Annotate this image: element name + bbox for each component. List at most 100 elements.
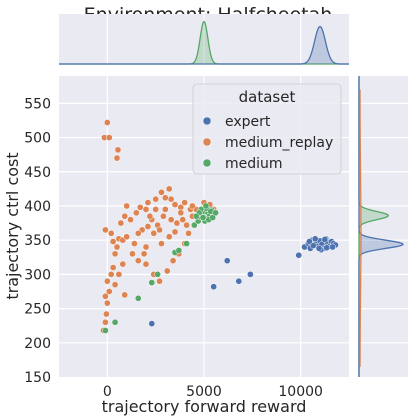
data-point-medium	[154, 271, 161, 278]
y-tick-label: 350	[24, 233, 51, 249]
data-point-medium	[209, 214, 217, 221]
top-kde-fill-medium	[59, 21, 349, 64]
data-point-medium-replay	[183, 221, 190, 229]
data-point-medium-replay	[129, 250, 136, 258]
legend-marker-expert	[202, 116, 212, 126]
data-point-medium-replay	[156, 226, 163, 234]
data-point-medium-replay	[103, 277, 111, 285]
data-point-medium-replay	[150, 229, 158, 237]
legend-label-medium-replay: medium_replay	[225, 135, 333, 151]
data-point-medium-replay	[136, 204, 144, 211]
data-point-expert	[306, 238, 313, 245]
data-point-medium-replay	[160, 212, 167, 220]
data-point-medium-replay	[144, 223, 152, 230]
legend-box	[192, 83, 342, 175]
data-point-medium	[175, 247, 183, 254]
series-medium	[102, 202, 219, 334]
data-point-medium-replay	[123, 202, 131, 210]
data-point-medium-replay	[107, 271, 115, 278]
data-point-medium	[212, 209, 219, 217]
data-point-medium-replay	[144, 199, 152, 206]
right-marginal-plot	[358, 76, 408, 377]
y-tick-label: 550	[24, 96, 51, 112]
data-point-expert	[223, 257, 231, 265]
data-point-medium-replay	[107, 229, 115, 237]
data-point-medium-replay	[177, 209, 185, 217]
x-axis-label: trajectory forward reward	[102, 397, 307, 416]
data-point-medium-replay	[156, 277, 163, 285]
data-point-medium-replay	[111, 281, 119, 288]
data-point-expert	[329, 243, 336, 251]
data-point-medium-replay	[158, 188, 165, 196]
data-point-medium-replay	[171, 228, 179, 236]
data-point-medium-replay	[142, 206, 150, 213]
data-point-medium-replay	[158, 240, 165, 247]
legend-label-medium: medium	[225, 156, 283, 172]
data-point-medium	[199, 214, 207, 221]
data-point-expert	[295, 251, 303, 259]
data-point-medium-replay	[181, 199, 189, 206]
data-point-medium-replay	[134, 257, 142, 265]
series-expert	[148, 235, 339, 327]
data-point-medium-replay	[169, 257, 177, 265]
data-point-medium	[202, 202, 210, 210]
data-point-medium	[148, 279, 156, 286]
data-point-medium-replay	[113, 243, 121, 251]
data-point-expert	[323, 244, 331, 252]
data-point-medium	[134, 294, 142, 302]
y-tick-label: 150	[24, 370, 51, 386]
data-point-medium-replay	[161, 194, 169, 202]
data-point-medium-replay	[179, 216, 187, 224]
y-axis-label: trajectory ctrl cost	[3, 152, 22, 299]
data-point-medium-replay	[113, 154, 121, 162]
data-point-medium	[192, 212, 200, 220]
data-point-medium-replay	[142, 260, 150, 268]
data-point-medium-replay	[105, 288, 113, 295]
data-point-medium-replay	[185, 229, 192, 237]
data-point-expert	[247, 271, 254, 278]
data-point-expert	[311, 235, 319, 243]
right-kde-line-medium-replay	[359, 89, 362, 367]
data-point-expert	[321, 236, 329, 243]
data-point-medium-replay	[140, 250, 148, 258]
data-point-medium-replay	[114, 146, 122, 154]
data-point-medium-replay	[132, 209, 140, 217]
data-point-medium-replay	[161, 206, 169, 213]
y-tick-label: 500	[24, 131, 51, 147]
data-point-medium-replay	[171, 201, 179, 208]
data-point-medium	[190, 221, 198, 229]
data-point-medium-replay	[167, 195, 175, 203]
data-point-medium-replay	[146, 212, 154, 220]
data-point-expert	[309, 242, 317, 249]
data-point-medium-replay	[115, 271, 123, 278]
data-point-medium-replay	[134, 229, 142, 237]
data-point-medium-replay	[173, 219, 181, 227]
data-point-medium-replay	[103, 299, 111, 307]
data-point-medium	[183, 240, 190, 247]
x-tick-label: 0	[103, 384, 112, 400]
data-point-medium-replay	[102, 318, 109, 326]
data-point-medium-replay	[121, 291, 129, 299]
y-tick-label: 200	[24, 336, 51, 352]
data-point-medium-replay	[142, 243, 150, 251]
x-tick-label: 5000	[186, 384, 222, 400]
data-point-medium-replay	[131, 240, 138, 247]
data-point-medium-replay	[111, 250, 119, 258]
right-marginal-background	[359, 76, 408, 377]
data-point-medium-replay	[165, 185, 173, 193]
y-tick-label: 300	[24, 267, 51, 283]
data-point-medium-replay	[109, 238, 117, 245]
top-kde-line-expert	[59, 25, 349, 65]
y-tick-label: 450	[24, 165, 51, 181]
data-point-medium-replay	[152, 195, 160, 203]
data-point-medium	[111, 318, 119, 326]
data-point-medium-replay	[109, 264, 117, 271]
data-point-medium-replay	[152, 206, 160, 213]
y-tick-label: 250	[24, 302, 51, 318]
data-point-medium-replay	[167, 216, 175, 224]
legend-title: dataset	[239, 88, 296, 106]
data-point-medium-replay	[189, 202, 196, 210]
data-point-medium-replay	[103, 119, 111, 126]
